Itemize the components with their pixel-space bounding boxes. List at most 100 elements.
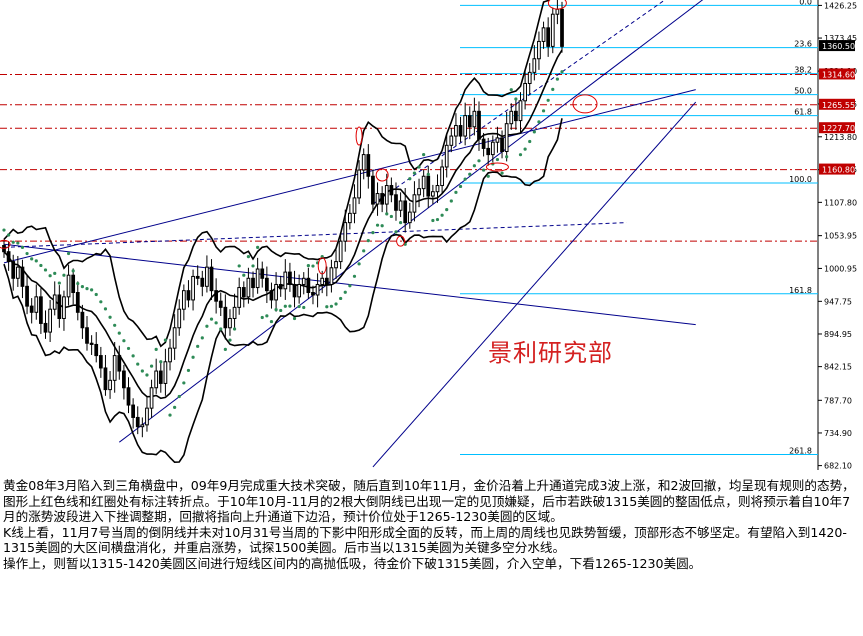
price-tag-label: 1160.80 <box>822 166 855 175</box>
candle-body <box>311 292 315 296</box>
candle-body <box>269 290 274 301</box>
sar-dot <box>182 381 186 385</box>
candle-body <box>306 277 311 294</box>
candle-body <box>288 271 292 285</box>
price-tick-label: 734.90 <box>824 429 852 438</box>
sar-dot <box>518 153 523 157</box>
price-tag-bg <box>819 122 855 134</box>
candle-body <box>218 300 223 308</box>
channel-line <box>372 0 666 205</box>
candle-body <box>486 147 491 156</box>
candle-body <box>57 294 62 319</box>
price-tick-label: 947.75 <box>824 297 852 306</box>
candle-body <box>504 123 509 153</box>
candle-body <box>241 287 246 298</box>
turning-point-circle <box>317 257 327 275</box>
sar-dot <box>85 287 89 291</box>
sar-dot <box>334 302 338 306</box>
turning-point-circle <box>0 239 11 249</box>
sar-dot <box>495 157 500 162</box>
candle-body <box>140 424 145 428</box>
sar-dot <box>219 327 223 331</box>
candle-body <box>389 185 394 196</box>
price-tag-bg <box>819 98 855 110</box>
candle-body <box>20 266 25 287</box>
candle-body <box>48 308 52 333</box>
candle-body <box>394 194 398 211</box>
sar-dot <box>186 368 191 373</box>
gold-weekly-chart: 0.0 23.6 38.2 50.0 61.8 100.0 161.8 261.8 1426.… <box>0 0 858 470</box>
sar-dot <box>99 300 103 304</box>
candle-body <box>94 343 99 357</box>
candle-body <box>301 277 306 285</box>
fib-level-label: 38.2 <box>794 66 812 75</box>
sar-dot <box>145 373 149 377</box>
candle-body <box>29 305 34 313</box>
candle-body <box>80 311 85 329</box>
sar-dot <box>122 339 126 343</box>
commentary-paragraph: 操作上，则暂以1315-1420美圆区间进行短线区间内的高抛低吸，待金价下破13… <box>3 555 702 571</box>
sar-dot <box>25 251 29 256</box>
candle-body <box>537 40 541 60</box>
turning-point-circle <box>355 126 363 146</box>
candle-body <box>43 322 48 333</box>
candle-body <box>357 169 361 199</box>
price-tick-label: 787.70 <box>824 396 852 405</box>
sar-dot <box>339 296 343 301</box>
price-tag-bg <box>819 163 855 175</box>
candle-body <box>39 296 43 324</box>
sar-dot <box>16 241 20 245</box>
candle-body <box>126 387 131 406</box>
candle-body <box>444 144 449 168</box>
candle-body <box>435 185 440 193</box>
sar-dot <box>163 338 168 342</box>
sar-dot <box>288 304 292 308</box>
sar-dot <box>168 413 172 417</box>
commentary-text: 黄金08年3月陷入到三角横盘中，09年9月完成重大技术突破，随后直到10年11月… <box>3 478 859 572</box>
candle-body <box>361 154 366 171</box>
sar-dot <box>348 284 352 288</box>
sar-dot <box>482 168 486 172</box>
commentary-paragraph: K线上看，11月7号当周的倒阴线并未对10月31号当周的下影中阳形成全面的反转，… <box>3 524 847 556</box>
price-tag-label: 1314.60 <box>822 70 855 79</box>
candle-body <box>315 283 320 296</box>
sar-dot <box>523 147 527 151</box>
level-price-tag: 1160.80 <box>819 163 855 175</box>
sar-dot <box>486 174 490 178</box>
sar-dot <box>362 249 366 253</box>
candle-body <box>158 370 163 384</box>
sar-dot <box>279 308 283 313</box>
sar-dot <box>177 394 181 399</box>
candle-body <box>98 355 103 369</box>
candle-body <box>490 141 495 156</box>
sar-dot <box>440 213 444 217</box>
price-tags: 1360.50 1314.60 1265.55 1227.70 1160.80 <box>819 40 855 175</box>
sar-dot <box>509 88 513 92</box>
candle-body <box>237 287 242 308</box>
price-tick-label: 1373.45 <box>824 34 857 43</box>
sar-dot <box>537 120 541 124</box>
price-tick-label: 1000.95 <box>824 264 857 273</box>
sar-dot <box>320 255 324 259</box>
sar-dot <box>237 264 241 268</box>
sar-dot <box>136 362 140 366</box>
candle-body <box>398 200 403 211</box>
candle-body <box>108 379 112 391</box>
sar-dot <box>505 155 509 159</box>
candle-body <box>371 175 375 205</box>
candle-body <box>260 268 265 279</box>
candle-body <box>467 115 472 128</box>
level-price-tag: 1265.55 <box>819 98 855 110</box>
sar-dot <box>209 317 214 321</box>
candle-body <box>112 355 117 381</box>
sar-dot <box>311 264 315 268</box>
sar-dot <box>394 230 398 234</box>
sar-dot <box>297 304 301 309</box>
sar-dot <box>48 274 52 278</box>
candle-body <box>431 191 435 197</box>
candle-body <box>154 370 159 389</box>
candle-body <box>380 193 385 205</box>
sar-dot <box>71 269 75 273</box>
candle-body <box>560 8 564 47</box>
sar-dot <box>357 262 361 266</box>
